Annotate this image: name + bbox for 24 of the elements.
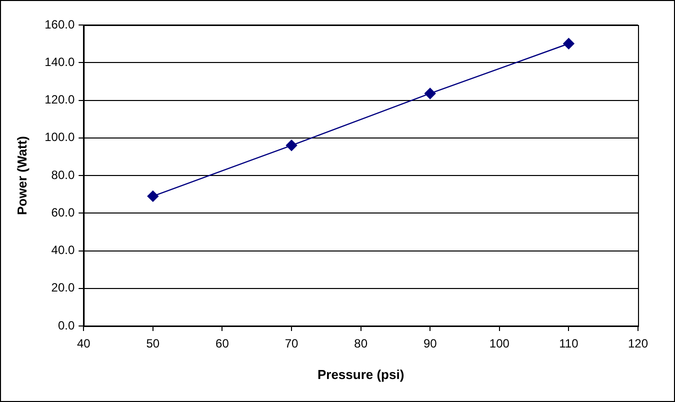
y-tick-label: 120.0 [44, 92, 75, 107]
x-tick-label: 100 [489, 336, 510, 351]
x-tick-label: 80 [354, 336, 368, 351]
y-tick-label: 160.0 [44, 17, 75, 32]
point [563, 38, 574, 50]
x-tick-label: 60 [216, 336, 230, 351]
point [147, 190, 159, 202]
x-tick-label: 120 [628, 336, 648, 351]
point [286, 140, 298, 151]
x-tick-label: 70 [284, 336, 299, 351]
y-tick-label: 0.0 [58, 318, 75, 332]
y-axis-title: Power (Watt) [14, 136, 30, 215]
y-tick-label: 40.0 [51, 243, 75, 258]
y-tick-label: 80.0 [51, 168, 75, 182]
x-tick-label: 40 [76, 336, 91, 351]
x-tick-label: 110 [559, 336, 579, 351]
x-axis-title: Pressure (psi) [317, 366, 404, 382]
y-tick-label: 140.0 [44, 54, 75, 69]
y-tick-label: 100.0 [44, 130, 75, 144]
y-tick-label: 20.0 [51, 280, 75, 295]
y-tick-label: 60.0 [51, 205, 75, 220]
point [424, 88, 436, 100]
x-tick-label: 90 [423, 336, 438, 351]
x-tick-label: 50 [146, 336, 160, 351]
